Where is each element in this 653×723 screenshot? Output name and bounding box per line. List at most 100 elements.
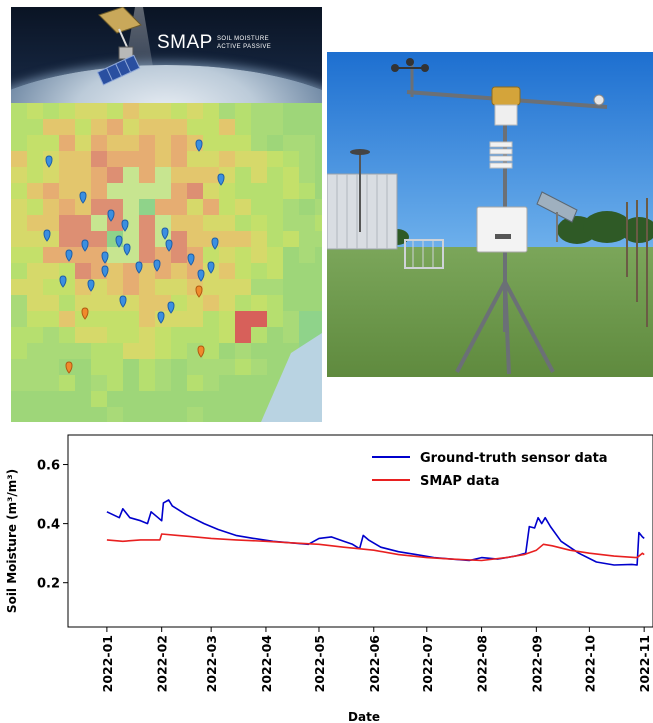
map-cell [43, 167, 59, 183]
map-cell [219, 359, 235, 375]
map-cell [171, 135, 187, 151]
map-cell [123, 151, 139, 167]
map-cell [11, 103, 27, 119]
map-cell [75, 407, 91, 422]
map-cell [155, 119, 171, 135]
sensor-marker-icon [195, 285, 203, 298]
map-cell [171, 119, 187, 135]
map-cell [107, 343, 123, 359]
map-cell [187, 327, 203, 343]
map-cell [267, 215, 283, 231]
map-cell [299, 103, 315, 119]
map-cell [203, 407, 219, 422]
map-cell [171, 295, 187, 311]
map-cell [187, 391, 203, 407]
map-cell [219, 183, 235, 199]
map-cell [91, 375, 107, 391]
sensor-marker-icon [107, 209, 115, 222]
map-cell [171, 215, 187, 231]
sensor-marker-icon [161, 227, 169, 240]
map-cell [219, 247, 235, 263]
legend-label-ground-truth: Ground-truth sensor data [420, 451, 608, 466]
map-cell [171, 311, 187, 327]
map-cell [187, 215, 203, 231]
map-cell [171, 199, 187, 215]
sensor-marker-icon [119, 295, 127, 308]
map-cell [299, 151, 315, 167]
map-cell [139, 391, 155, 407]
map-cell [59, 263, 75, 279]
map-cell [251, 263, 267, 279]
map-cell [43, 183, 59, 199]
soil-moisture-map [11, 103, 322, 422]
map-cell [27, 279, 43, 295]
map-cell [251, 183, 267, 199]
soil-moisture-chart: 0.20.40.6 2022-01 2022-02 2022-03 2022-04 20… [5, 434, 653, 723]
x-tick-label: 2022-06 [367, 635, 382, 693]
sensor-marker-icon [101, 265, 109, 278]
map-cell [27, 359, 43, 375]
map-cell [251, 151, 267, 167]
map-cell [299, 135, 315, 151]
map-cell [11, 135, 27, 151]
pyranometer [491, 86, 521, 106]
map-cell [91, 359, 107, 375]
map-cell [283, 167, 299, 183]
sensor-marker-icon [81, 239, 89, 252]
map-cell [203, 167, 219, 183]
map-cell [155, 199, 171, 215]
map-cell [267, 119, 283, 135]
map-cell [219, 151, 235, 167]
map-cell [235, 199, 251, 215]
map-cell [75, 167, 91, 183]
map-cell [283, 199, 299, 215]
map-cell [43, 359, 59, 375]
map-cell [283, 279, 299, 295]
map-cell [75, 263, 91, 279]
map-cell [11, 183, 27, 199]
map-cell [59, 391, 75, 407]
map-cell [91, 199, 107, 215]
map-cell [11, 231, 27, 247]
map-cell [283, 263, 299, 279]
map-cell [27, 151, 43, 167]
map-cell [11, 151, 27, 167]
right-sensor [593, 94, 605, 106]
map-cell [107, 391, 123, 407]
map-cell [123, 199, 139, 215]
map-cell [91, 183, 107, 199]
map-cell [107, 263, 123, 279]
map-cell [299, 311, 315, 327]
y-axis-label: Soil Moisture (m³/m³) [5, 469, 19, 613]
y-tick-label: 0.2 [37, 577, 60, 592]
map-cell [43, 119, 59, 135]
map-cell [43, 279, 59, 295]
map-cell [203, 151, 219, 167]
map-cell [155, 391, 171, 407]
map-cell [219, 279, 235, 295]
map-cell [267, 183, 283, 199]
map-cell [299, 327, 315, 343]
y-axis-ticks: 0.2 0.4 0.6 [37, 459, 68, 592]
map-cell [187, 119, 203, 135]
map-cell [107, 119, 123, 135]
fence [626, 198, 648, 327]
map-cell [187, 167, 203, 183]
map-cell [251, 247, 267, 263]
sensor-marker-icon [197, 269, 205, 282]
map-cell [283, 247, 299, 263]
sensor-marker-icon [65, 249, 73, 262]
map-cell [235, 279, 251, 295]
map-cell [27, 343, 43, 359]
map-cell [11, 215, 27, 231]
rain-gauge-cage [404, 239, 444, 269]
map-cell [11, 375, 27, 391]
map-cell [267, 167, 283, 183]
map-cell [267, 295, 283, 311]
map-cell [267, 263, 283, 279]
map-cell [91, 407, 107, 422]
map-cell [139, 103, 155, 119]
map-cell [171, 103, 187, 119]
plot-area [67, 434, 653, 628]
map-cell [43, 407, 59, 422]
